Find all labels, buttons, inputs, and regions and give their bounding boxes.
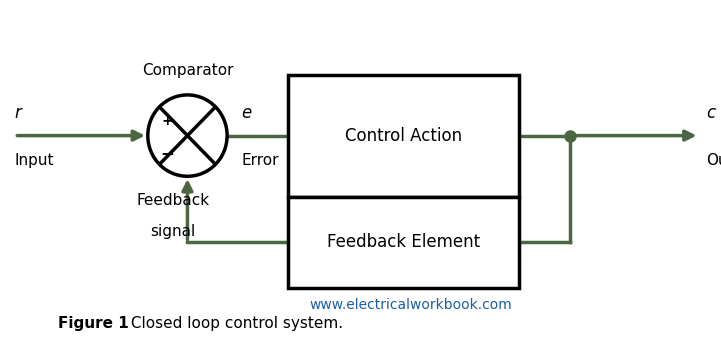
Bar	[288, 75, 519, 197]
Bar	[288, 197, 519, 288]
Text: Feedback: Feedback	[136, 194, 210, 208]
Text: Input: Input	[14, 153, 54, 167]
Text: −: −	[160, 144, 174, 162]
Text: e: e	[242, 104, 252, 122]
Text: Feedback Element: Feedback Element	[327, 233, 480, 252]
Text: Error: Error	[242, 153, 279, 167]
Text: Closed loop control system.: Closed loop control system.	[126, 316, 343, 331]
Text: Comparator: Comparator	[142, 63, 233, 78]
Text: Figure 1: Figure 1	[58, 316, 128, 331]
Ellipse shape	[148, 95, 227, 176]
Text: www.electricalworkbook.com: www.electricalworkbook.com	[309, 298, 513, 312]
Text: +: +	[161, 114, 172, 128]
Text: c: c	[707, 104, 716, 122]
Text: r: r	[14, 104, 22, 122]
Text: signal: signal	[151, 224, 195, 239]
Text: Output: Output	[707, 153, 721, 167]
Text: Control Action: Control Action	[345, 126, 462, 145]
